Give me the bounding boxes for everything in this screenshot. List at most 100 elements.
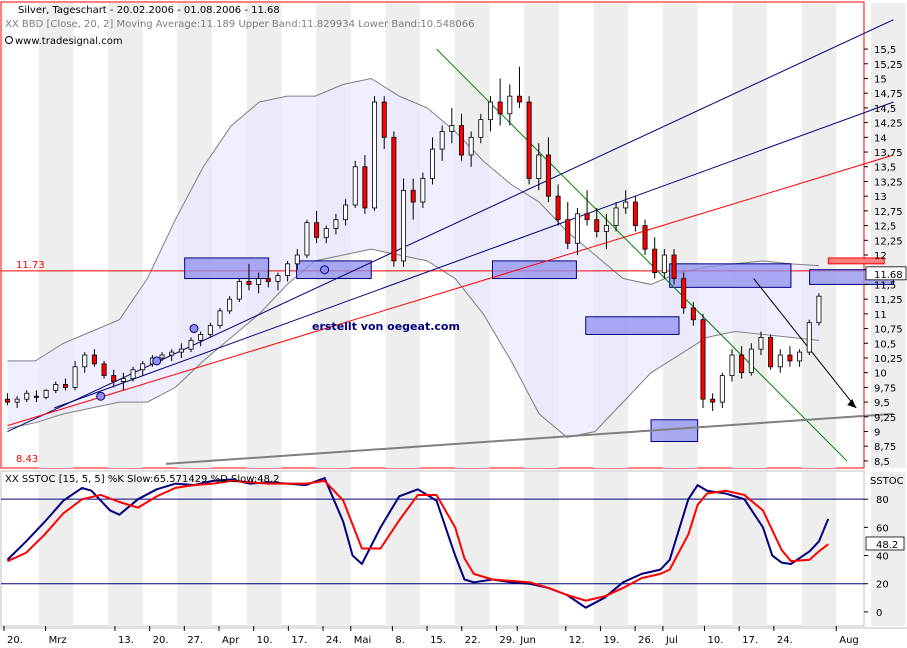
candle [159, 354, 165, 359]
candle [516, 95, 522, 103]
watermark: erstellt von oegeat.com [312, 320, 460, 333]
support-box [184, 257, 270, 280]
candle [710, 398, 716, 403]
touch-circle [189, 324, 199, 334]
y-tick-label: 11,5 [874, 280, 896, 291]
support-box [669, 263, 792, 288]
trend-line [7, 154, 894, 427]
price-y-axis: 8,5 8,75 9 9,25 9,5 9,75 10 10,25 10,5 10,75 11 11,… [16, 45, 907, 468]
candle [343, 204, 349, 221]
indicator-prefix: XX BBD [Close, 20, 2] Moving Average: [5, 19, 200, 30]
candle [507, 95, 513, 115]
candle [53, 384, 59, 391]
source-link[interactable]: www.tradesignal.com [15, 36, 123, 47]
y-tick-label: 9,25 [874, 413, 896, 424]
left-price-label: 11.73 [16, 260, 45, 271]
candle [362, 166, 368, 209]
y-tick-label: 12 [874, 251, 887, 262]
y-tick-label: 11,25 [874, 295, 903, 306]
chart-title: Silver, Tageschart - 20.02.2006 - 01.08.… [18, 5, 280, 16]
candle [594, 219, 600, 232]
candle [690, 307, 696, 321]
x-tick-label: 24. [326, 635, 342, 646]
touch-circle [96, 391, 106, 401]
candle [768, 336, 774, 368]
candle [632, 201, 638, 226]
y-tick-label: 14 [874, 133, 887, 144]
candle [758, 336, 764, 350]
stochastic-lines [1, 477, 864, 609]
week-stripe [38, 472, 74, 626]
week-stripe [177, 472, 213, 626]
upper-band-label: Upper Band: [238, 19, 301, 30]
y-tick-label: 10 [874, 369, 887, 380]
support-box [296, 260, 372, 280]
last-price-box [865, 266, 907, 281]
y-tick-label: 10,5 [874, 339, 896, 350]
stochastic-y-axis: 0 20 40 60 80 48.2 [864, 495, 905, 619]
x-tick-label: 20. [153, 635, 169, 646]
candle [623, 201, 629, 209]
y-tick-label: 12,5 [874, 222, 896, 233]
candle [111, 375, 117, 382]
candle [700, 319, 706, 400]
x-tick-label: 17. [291, 635, 307, 646]
trend-line [436, 48, 848, 462]
week-stripe [801, 472, 837, 626]
week-stripe [246, 472, 282, 626]
candle [555, 195, 561, 221]
candle [391, 136, 397, 262]
trend-line [165, 412, 894, 465]
x-tick-label: 19. [603, 635, 619, 646]
candle [62, 384, 68, 388]
week-stripe [524, 472, 559, 626]
candle [217, 310, 223, 327]
indicator-legend: XX BBD [Close, 20, 2] Moving Average:11.… [5, 19, 474, 30]
candle [372, 101, 378, 209]
candle [401, 189, 407, 262]
week-stripe [732, 3, 767, 468]
week-stripe [108, 472, 143, 626]
candle [265, 278, 271, 282]
candle [661, 254, 667, 274]
candle [420, 178, 426, 203]
candle [333, 219, 339, 229]
candle [188, 339, 194, 350]
stochastic-legend: XX SSTOC [15, 5, 5] %K Slow:65.571429 %D… [5, 474, 280, 485]
y-tick-label: 15,25 [874, 60, 903, 71]
y-tick-label: 11 [874, 310, 887, 321]
candle [72, 366, 78, 388]
candle [748, 348, 754, 374]
candle [671, 254, 677, 279]
candle [603, 225, 609, 232]
candle [352, 166, 358, 206]
y-tick-label: 10,25 [874, 354, 903, 365]
candle [169, 351, 175, 356]
left-price-label: 8.43 [16, 454, 38, 465]
y-tick-label: 13,75 [874, 148, 903, 159]
y-tick-label: 0 [876, 608, 882, 619]
last-value-label: 48.2 [876, 540, 898, 551]
resistance-boxes [184, 257, 895, 443]
x-tick-label: 12. [569, 635, 585, 646]
trend-line [53, 101, 894, 409]
x-tick-label: Mai [354, 635, 372, 646]
candle [82, 354, 88, 368]
candle [198, 334, 204, 341]
candles [4, 66, 822, 411]
week-stripe [662, 3, 698, 468]
candle [304, 222, 310, 256]
candle [613, 207, 619, 226]
candle [14, 398, 20, 403]
candle [729, 354, 735, 377]
candle [777, 354, 783, 368]
support-box [585, 316, 680, 335]
y-tick-label: 15 [874, 74, 887, 85]
candle [43, 389, 49, 398]
week-stripe [593, 472, 629, 626]
candle [449, 125, 455, 132]
y-tick-label: 15,5 [874, 45, 896, 56]
candle [101, 363, 107, 377]
candle [487, 101, 493, 121]
